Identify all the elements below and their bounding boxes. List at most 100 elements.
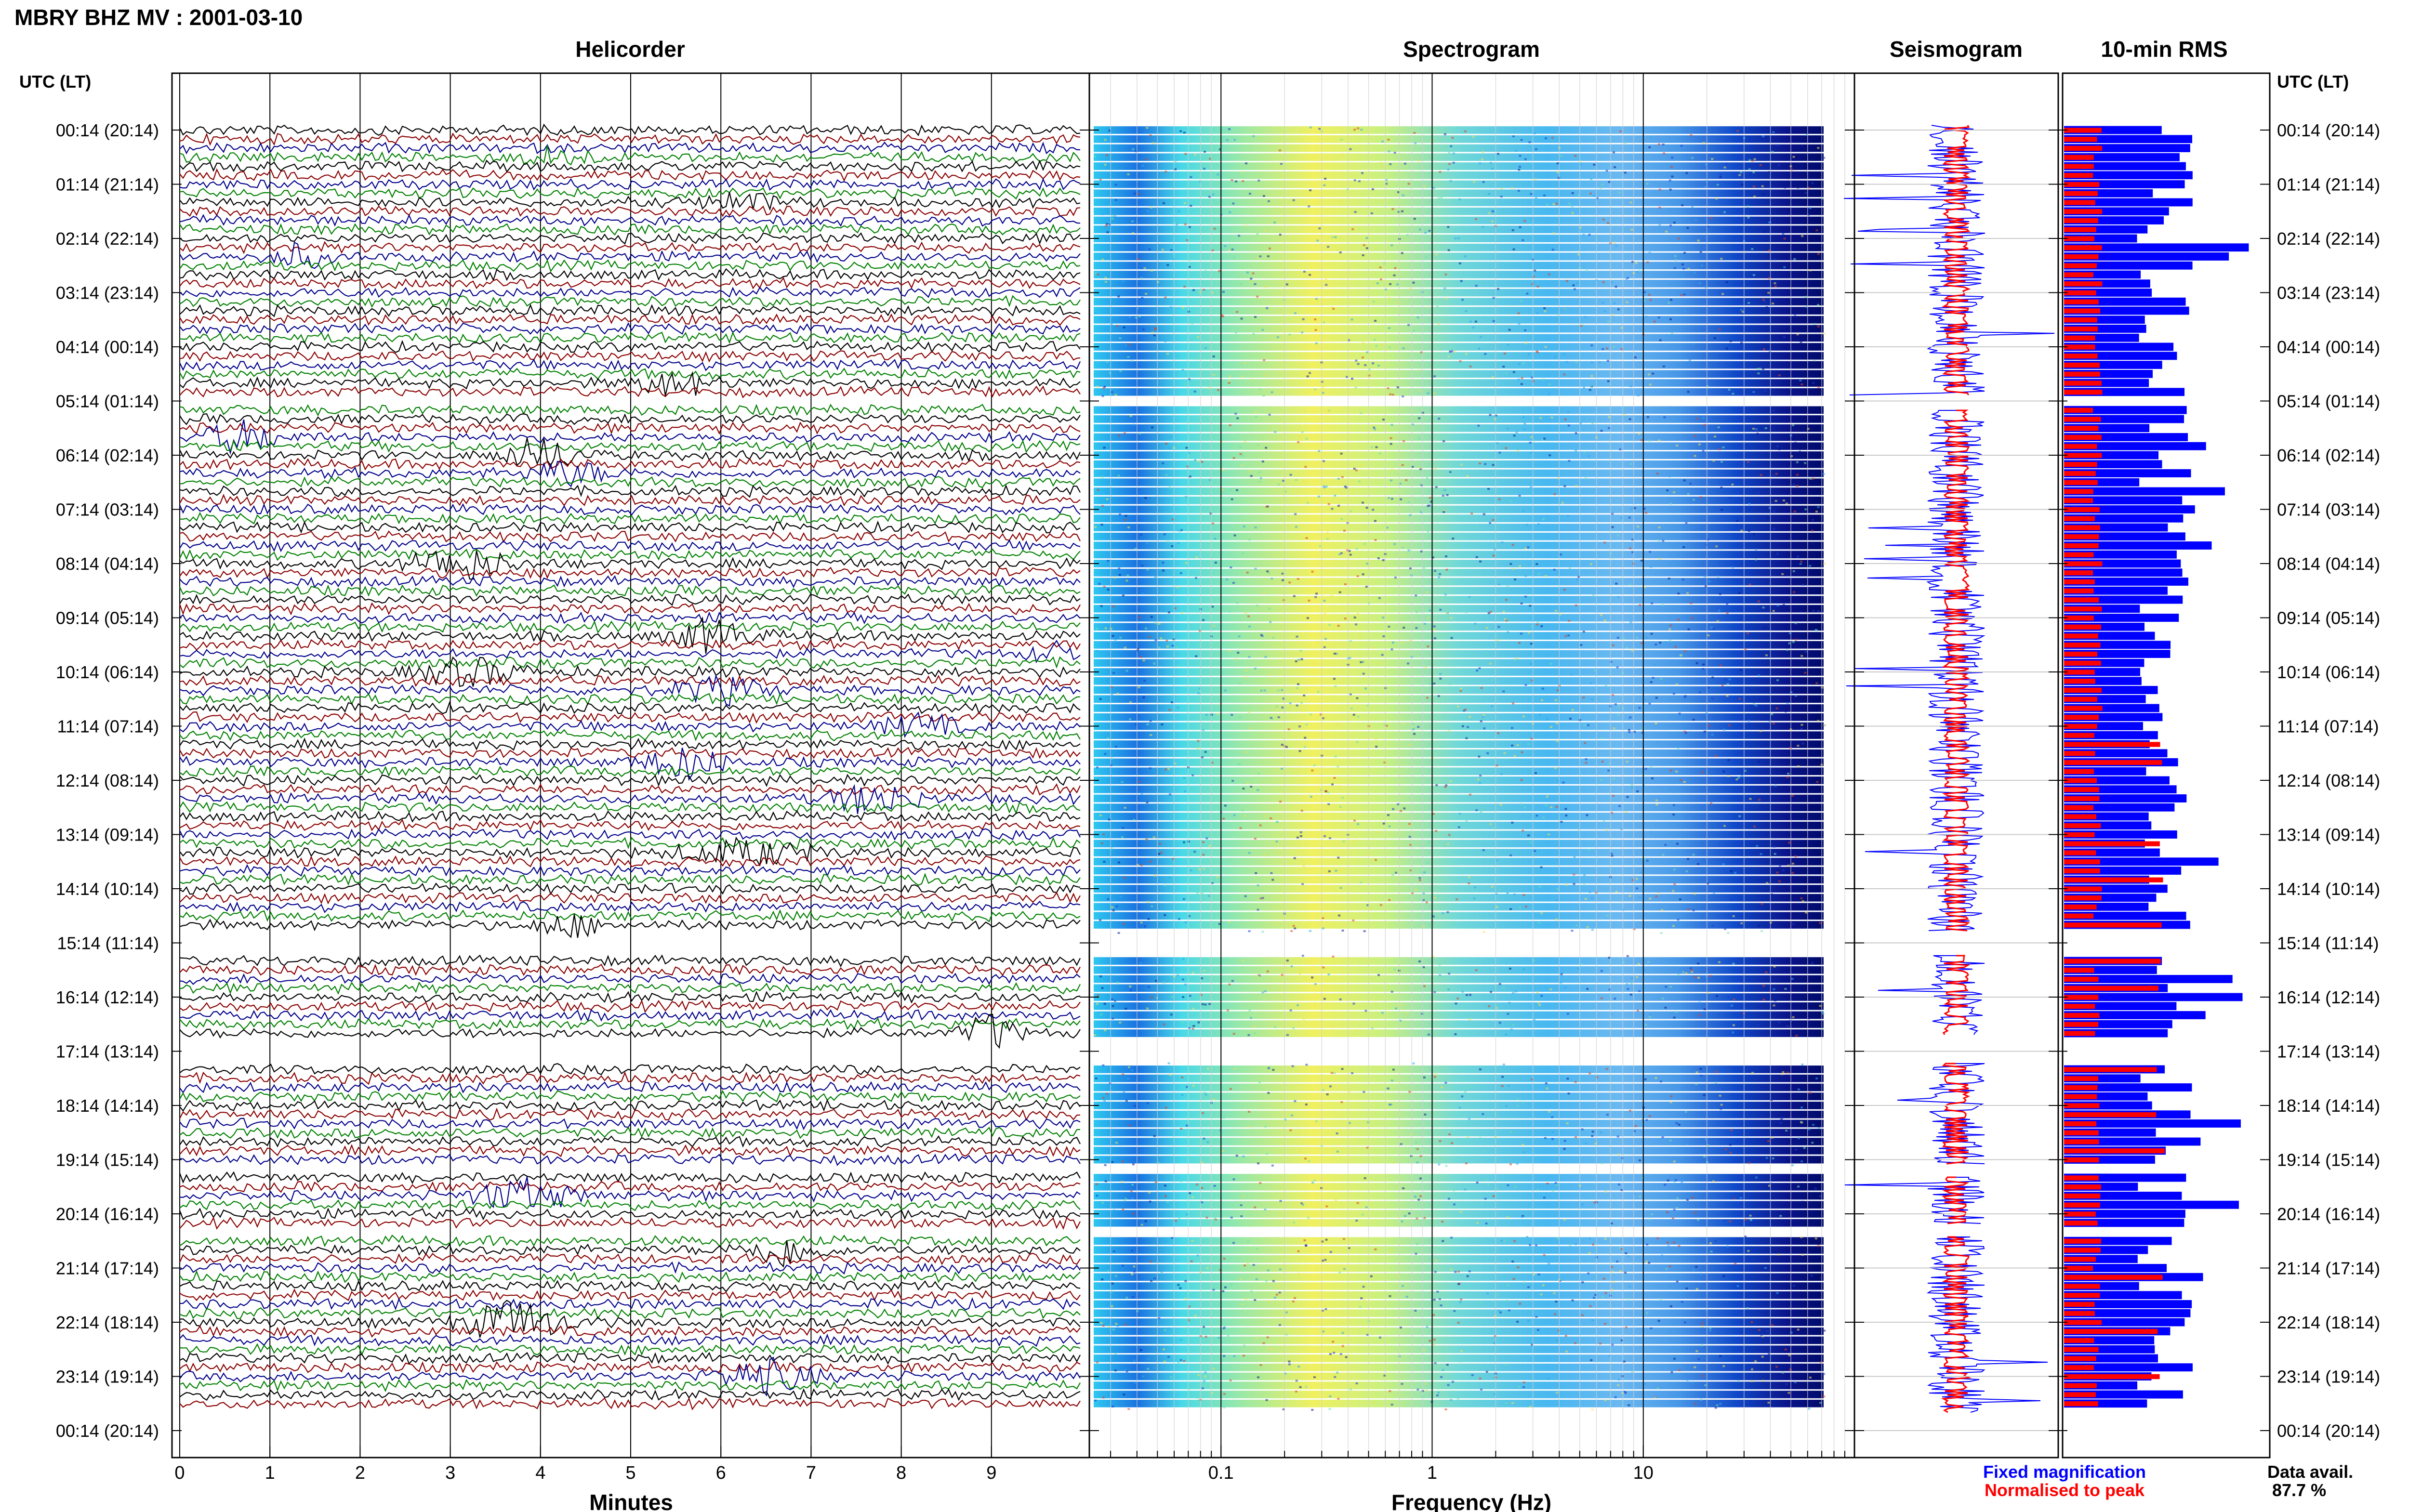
spectrogram-cell <box>1685 172 1688 174</box>
helicorder-trace <box>179 855 1081 868</box>
spectrogram-row <box>1094 1210 1824 1218</box>
spectrogram-cell <box>1184 223 1187 225</box>
time-label-left: 08:14 (04:14) <box>56 554 159 574</box>
spectrogram-cell <box>1123 1091 1125 1093</box>
spectrogram-cell <box>1682 971 1685 973</box>
spectrogram-cell <box>1447 1384 1450 1386</box>
spectrogram-cell <box>1374 1248 1377 1250</box>
spectrogram-cell <box>1594 1294 1597 1296</box>
spectrogram-cell <box>1535 148 1537 150</box>
spectrogram-cell <box>1337 765 1339 768</box>
spectrogram-cell <box>1202 551 1205 553</box>
spectrogram-cell <box>1535 815 1538 817</box>
spectrogram-cell <box>1141 592 1144 595</box>
spectrogram-cell <box>1235 658 1238 660</box>
spectrogram-cell <box>1227 1334 1230 1337</box>
spectrogram-cell <box>1735 524 1738 526</box>
spectrogram-cell <box>1687 858 1690 860</box>
rms-bar-normalised <box>2064 263 2097 268</box>
spectrogram-cell <box>1476 1182 1479 1184</box>
spectrogram-cell <box>1437 322 1440 325</box>
spectrogram-cell <box>1683 781 1686 783</box>
spectrogram-cell <box>1518 1385 1521 1388</box>
spectrogram-cell <box>1633 731 1636 733</box>
spectrogram-cell <box>1531 376 1534 379</box>
spectrogram-cell <box>1233 1067 1236 1070</box>
spectrogram-cell <box>1161 723 1164 725</box>
spectrogram-cell <box>1604 1191 1607 1193</box>
rms-bar-normalised <box>2064 579 2095 585</box>
spectrogram-cell <box>1126 1078 1129 1080</box>
rms-bar-fixed <box>2064 911 2186 920</box>
spectrogram-cell <box>1700 1344 1703 1347</box>
spectrogram-cell <box>1643 300 1646 302</box>
spectrogram-cell <box>1589 682 1592 684</box>
spectrogram-cell <box>1474 622 1477 625</box>
spectrogram-cell <box>1512 1278 1515 1280</box>
spectrogram-cell <box>1448 730 1451 732</box>
spectrogram-cell <box>1511 821 1514 824</box>
spectrogram-cell <box>1448 834 1451 836</box>
spectrogram-cell <box>1722 770 1725 773</box>
spectrogram-cell <box>1610 812 1613 814</box>
spectrogram-cell <box>1592 1243 1595 1246</box>
spectrogram-cell <box>1139 1349 1142 1352</box>
spectrogram-cell <box>1166 264 1169 266</box>
spectrogram-cell <box>1786 1071 1789 1074</box>
spectrogram-cell <box>1732 1093 1734 1095</box>
spectrogram-cell <box>1544 1137 1547 1139</box>
spectrogram-cell <box>1479 775 1482 777</box>
spectrogram-cell <box>1391 208 1394 210</box>
spectrogram-cell <box>1456 544 1459 547</box>
spectrogram-cell <box>1439 974 1442 976</box>
spectrogram-cell <box>1781 1073 1784 1075</box>
spectrogram-cell <box>1518 642 1521 644</box>
spectrogram-cell <box>1208 895 1211 897</box>
spectrogram-row <box>1094 1237 1824 1245</box>
spectrogram-cell <box>1167 1356 1170 1358</box>
spectrogram-cell <box>1482 1113 1484 1115</box>
spectrogram-cell <box>1264 1209 1267 1211</box>
spectrogram-cell <box>1363 543 1366 545</box>
rms-bar-normalised <box>2064 769 2094 774</box>
spectrogram-cell <box>1524 342 1527 344</box>
spectrogram-cell <box>1689 967 1692 970</box>
spectrogram-cell <box>1146 801 1149 803</box>
spectrogram-cell <box>1115 1142 1118 1144</box>
spectrogram-cell <box>1289 1129 1292 1131</box>
spectrogram-cell <box>1420 484 1423 486</box>
spectrogram-cell <box>1381 1012 1384 1014</box>
spectrogram-cell <box>1536 312 1539 315</box>
rms-bar-fixed <box>2064 857 2219 866</box>
rms-bar-normalised <box>2064 145 2103 151</box>
spectrogram-cell <box>1624 171 1627 174</box>
spectrogram-cell <box>1612 557 1615 559</box>
spectrogram-cell <box>1556 162 1559 165</box>
spectrogram-cell <box>1103 1002 1106 1005</box>
spectrogram-cell <box>1717 426 1720 429</box>
spectrogram-cell <box>1776 1292 1779 1294</box>
spectrogram-cell <box>1507 1012 1509 1015</box>
helicorder-trace <box>179 765 1081 778</box>
spectrogram-row <box>1094 361 1824 369</box>
spectrogram-cell <box>1601 1162 1603 1164</box>
spectrogram-cell <box>1349 657 1351 659</box>
spectrogram-cell <box>1165 442 1168 445</box>
spectrogram-cell <box>1806 515 1809 518</box>
spectrogram-cell <box>1146 568 1149 571</box>
spectrogram-cell <box>1395 1007 1398 1010</box>
spectrogram-cell <box>1531 1078 1534 1081</box>
helicorder-trace <box>179 611 1081 624</box>
spectrogram-cell <box>1336 1150 1339 1153</box>
spectrogram-cell <box>1180 1021 1183 1023</box>
spectrogram-cell <box>1447 226 1450 228</box>
spectrogram-cell <box>1329 1251 1332 1253</box>
rms-bar-normalised <box>2064 390 2103 395</box>
spectrogram-cell <box>1570 673 1573 676</box>
spectrogram-cell <box>1675 683 1678 685</box>
helicorder-trace <box>179 295 1081 308</box>
spectrogram-cell <box>1799 1351 1801 1353</box>
spectrogram-title: Spectrogram <box>1403 37 1540 62</box>
spectrogram-cell <box>1151 269 1153 272</box>
spectrogram-cell <box>1209 1068 1212 1071</box>
